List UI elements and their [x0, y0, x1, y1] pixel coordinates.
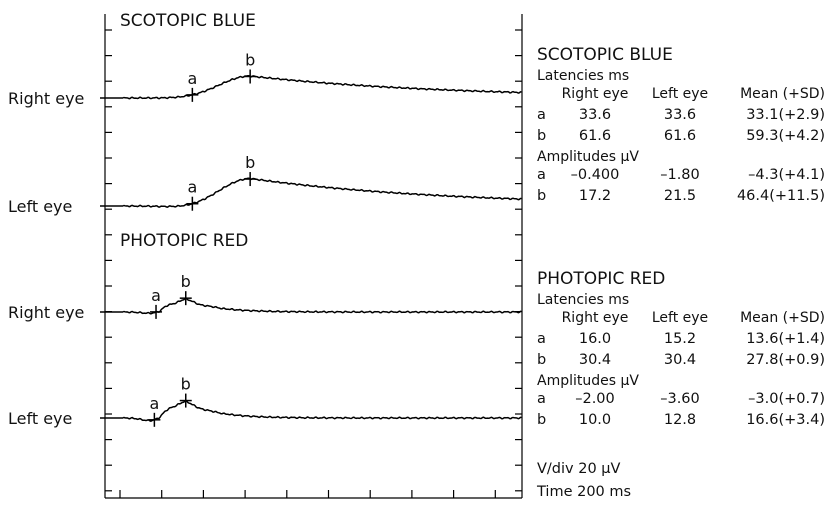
- table-group-heading: Latencies ms: [537, 68, 629, 84]
- marker-label: a: [149, 394, 159, 413]
- marker-label: a: [187, 69, 197, 88]
- row-label: b: [537, 188, 546, 204]
- marker-label: b: [245, 153, 255, 172]
- cell-value: 21.5: [664, 188, 696, 204]
- marker-label: b: [181, 272, 191, 291]
- column-header: Mean (+SD): [740, 310, 825, 326]
- cell-value: 30.4: [664, 352, 696, 368]
- cell-value: 61.6: [664, 128, 696, 144]
- column-header: Mean (+SD): [740, 86, 825, 102]
- eye-label: Left eye: [8, 197, 72, 216]
- erg-trace: [122, 399, 522, 423]
- cell-value: –0.400: [571, 167, 620, 183]
- cell-value: –2.00: [575, 391, 615, 407]
- marker-label: a: [151, 286, 161, 305]
- cell-value: 61.6: [579, 128, 611, 144]
- column-header: Right eye: [562, 310, 629, 326]
- cell-value: –1.80: [660, 167, 700, 183]
- erg-trace: [122, 74, 522, 100]
- cell-value: 16.0: [579, 331, 611, 347]
- cell-value: –3.60: [660, 391, 700, 407]
- cell-value: 13.6(+1.4): [746, 331, 825, 347]
- cell-value: 12.8: [664, 412, 696, 428]
- plot-section-title: SCOTOPIC BLUE: [120, 11, 256, 31]
- row-label: b: [537, 412, 546, 428]
- row-label: a: [537, 167, 546, 183]
- plot-labels: a b Right eye a b Left eye a b Right eye a b Left e…: [8, 11, 256, 428]
- row-label: b: [537, 352, 546, 368]
- cell-value: –3.0(+0.7): [748, 391, 825, 407]
- cell-value: 16.6(+3.4): [746, 412, 825, 428]
- time-scale-label: Time 200 ms: [536, 484, 631, 500]
- row-label: a: [537, 331, 546, 347]
- column-header: Left eye: [652, 86, 708, 102]
- cell-value: 59.3(+4.2): [746, 128, 825, 144]
- results-tables: SCOTOPIC BLUE Latencies ms Right eye Left e…: [536, 45, 825, 500]
- eye-label: Right eye: [8, 303, 84, 322]
- vdiv-label: V/div 20 µV: [537, 461, 621, 477]
- cell-value: 33.6: [579, 107, 611, 123]
- cell-value: 10.0: [579, 412, 611, 428]
- marker-label: b: [245, 50, 255, 69]
- table-group-heading: Amplitudes µV: [537, 149, 639, 165]
- row-label: a: [537, 391, 546, 407]
- erg-trace: [122, 297, 522, 315]
- erg-traces: [100, 69, 522, 427]
- table-group-heading: Latencies ms: [537, 292, 629, 308]
- row-label: b: [537, 128, 546, 144]
- eye-label: Right eye: [8, 89, 84, 108]
- table-group-heading: Amplitudes µV: [537, 373, 639, 389]
- column-header: Left eye: [652, 310, 708, 326]
- cell-value: 30.4: [579, 352, 611, 368]
- cell-value: 15.2: [664, 331, 696, 347]
- cell-value: 33.1(+2.9): [746, 107, 825, 123]
- plot-axes: [104, 14, 523, 499]
- table-title: PHOTOPIC RED: [537, 269, 665, 289]
- marker-label: b: [181, 375, 191, 394]
- cell-value: 27.8(+0.9): [746, 352, 825, 368]
- eye-label: Left eye: [8, 409, 72, 428]
- row-label: a: [537, 107, 546, 123]
- cell-value: –4.3(+4.1): [748, 167, 825, 183]
- erg-trace: [122, 177, 522, 209]
- plot-section-title: PHOTOPIC RED: [120, 231, 248, 251]
- marker-label: a: [187, 178, 197, 197]
- cell-value: 33.6: [664, 107, 696, 123]
- table-title: SCOTOPIC BLUE: [537, 45, 673, 65]
- cell-value: 17.2: [579, 188, 611, 204]
- column-header: Right eye: [562, 86, 629, 102]
- cell-value: 46.4(+11.5): [737, 188, 825, 204]
